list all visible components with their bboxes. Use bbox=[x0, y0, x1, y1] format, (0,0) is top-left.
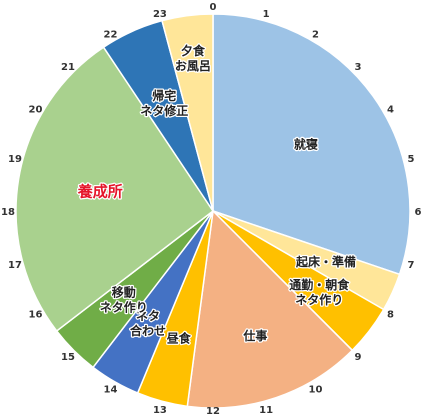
hour-tick-23: 23 bbox=[153, 9, 167, 20]
hour-tick-1: 1 bbox=[263, 9, 270, 20]
hour-tick-13: 13 bbox=[153, 405, 167, 416]
hour-tick-14: 14 bbox=[104, 385, 118, 396]
hour-tick-20: 20 bbox=[29, 105, 43, 116]
slice-label-7: 養成所 bbox=[77, 182, 123, 200]
hour-tick-16: 16 bbox=[29, 310, 43, 321]
hour-tick-4: 4 bbox=[387, 105, 394, 116]
slice-label-5: ネタ合わせ bbox=[130, 309, 166, 338]
pie-slice-9 bbox=[161, 13, 214, 212]
slice-label-3: 仕事 bbox=[242, 328, 267, 343]
hour-tick-15: 15 bbox=[61, 352, 75, 363]
slice-label-2: 通勤・朝食ネタ作り bbox=[289, 277, 350, 307]
hour-tick-22: 22 bbox=[104, 30, 118, 41]
slice-label-8: 帰宅ネタ修正 bbox=[140, 88, 188, 118]
hour-tick-3: 3 bbox=[355, 62, 362, 73]
slice-label-9: 夕食お風呂 bbox=[175, 43, 211, 73]
hour-tick-2: 2 bbox=[312, 30, 319, 41]
hour-tick-0: 0 bbox=[210, 2, 217, 13]
pie-slices bbox=[15, 13, 411, 409]
pie-slice-3 bbox=[186, 209, 354, 409]
hour-tick-6: 6 bbox=[415, 207, 422, 218]
hour-tick-9: 9 bbox=[355, 352, 362, 363]
slice-label-6: 移動ネタ作り bbox=[100, 285, 148, 315]
hour-tick-8: 8 bbox=[387, 310, 394, 321]
slice-label-1: 起床・準備 bbox=[295, 254, 356, 269]
hour-tick-12: 12 bbox=[206, 406, 220, 417]
hour-tick-5: 5 bbox=[408, 154, 415, 165]
hour-tick-19: 19 bbox=[8, 154, 22, 165]
slice-label-0: 就寝 bbox=[294, 136, 318, 151]
pie-slice-0 bbox=[212, 13, 411, 276]
hour-tick-10: 10 bbox=[309, 385, 323, 396]
hour-tick-18: 18 bbox=[1, 207, 15, 218]
hour-tick-21: 21 bbox=[61, 62, 75, 73]
slice-label-4: 昼食 bbox=[166, 331, 192, 346]
pie-slice-7 bbox=[15, 46, 215, 332]
hour-tick-11: 11 bbox=[259, 405, 273, 416]
hour-tick-7: 7 bbox=[408, 260, 415, 271]
hour-tick-17: 17 bbox=[8, 260, 22, 271]
